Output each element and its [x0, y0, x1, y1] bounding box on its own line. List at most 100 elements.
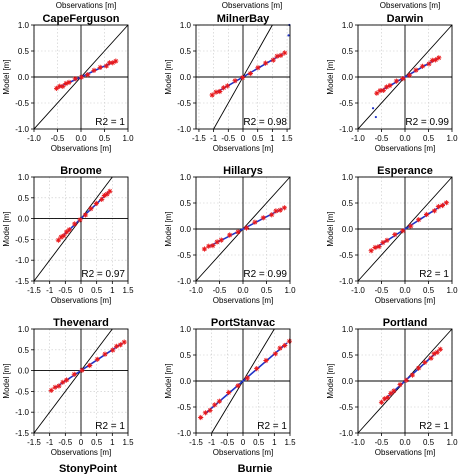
model-point [403, 377, 409, 383]
model-point [206, 243, 212, 249]
panel-title: Broome [60, 165, 102, 177]
y-tick-label: -0.5 [177, 403, 191, 412]
model-point [391, 388, 397, 394]
x-tick-label: 0.5 [91, 438, 103, 447]
model-point [255, 65, 261, 71]
x-tick-label: 1 [110, 438, 115, 447]
model-point [66, 79, 72, 85]
r2-annotation: R2 = 0.98 [243, 117, 287, 128]
x-tick-label: 1.0 [446, 286, 458, 295]
model-point [380, 87, 386, 93]
model-point [235, 383, 241, 389]
model-point [428, 355, 434, 361]
model-point [419, 63, 426, 69]
model-point [260, 215, 266, 221]
x-tick-label: -1.5 [27, 438, 41, 447]
y-axis-label: Model [m] [2, 363, 11, 398]
x-tick-label: -0.5 [375, 286, 389, 295]
model-point [433, 57, 439, 63]
x-tick-label: 1.0 [122, 134, 134, 143]
x-tick-label: 1.0 [284, 286, 296, 295]
one-to-one-line [33, 176, 113, 282]
y-tick-label: 0.5 [180, 351, 192, 360]
y-tick-label: 0.0 [18, 73, 30, 82]
model-point [244, 375, 250, 381]
x-tick-label: -1.5 [192, 134, 206, 143]
model-point [263, 60, 269, 66]
y-tick-label: 1.0 [342, 173, 354, 182]
y-tick-label: 0.5 [18, 346, 30, 355]
model-point [78, 74, 85, 80]
y-tick-label: 1.0 [342, 325, 354, 334]
model-point [393, 78, 399, 84]
cut-title-burnie: Burnie [238, 463, 273, 474]
x-axis-label: Observations [m] [51, 448, 111, 457]
model-point [224, 83, 230, 89]
x-tick-label: 0.5 [423, 134, 435, 143]
x-tick-label: 0 [241, 134, 246, 143]
y-tick-label: -1.0 [15, 125, 29, 134]
x-tick-label: -1.0 [351, 134, 365, 143]
model-point [235, 229, 241, 235]
y-tick-label: 0.5 [342, 351, 354, 360]
panel-esperance: -1.0 -0.5 0.0 0.5 1.0 -1.0 -0.5 0.0 0.5 1.0 Espera… [326, 165, 458, 305]
model-point [212, 402, 218, 408]
panel-title: PortStanvac [211, 317, 275, 329]
x-tick-label: 1 [110, 286, 115, 295]
model-point [201, 246, 208, 252]
model-point [103, 63, 109, 69]
panel-darwin: -1.0 -0.5 0.0 0.5 1.0 -1.0 -0.5 0.0 0.5 1.0 Darwin… [326, 13, 458, 153]
model-point [207, 407, 213, 413]
y-tick-label: -1.0 [15, 256, 29, 265]
model-point [247, 70, 253, 77]
x-tick-label: -1 [46, 438, 54, 447]
model-point [416, 365, 422, 371]
model-point [87, 362, 93, 369]
y-axis-label: Model [m] [2, 211, 11, 246]
model-point [85, 72, 91, 78]
model-point [434, 349, 440, 355]
y-tick-label: -0.5 [339, 403, 353, 412]
model-point [218, 237, 224, 243]
y-tick-label: -0.5 [177, 99, 191, 108]
top-xlabel-2: Observations [m] [222, 1, 282, 10]
y-tick-label: 1.0 [18, 21, 30, 30]
model-point [424, 211, 430, 218]
model-point [274, 53, 280, 59]
x-tick-label: -0.5 [375, 438, 389, 447]
y-tick-label: -1.0 [177, 429, 191, 438]
x-tick-label: -0.5 [51, 134, 65, 143]
panel-portland: -1.0 -0.5 0.0 0.5 1.0 -1.0 -0.5 0.0 0.5 1.0 Portla… [326, 317, 458, 457]
y-tick-label: 1.0 [180, 21, 192, 30]
y-tick-label: 0.5 [18, 47, 30, 56]
model-point [56, 383, 62, 389]
x-tick-label: 0.5 [99, 134, 111, 143]
x-axis-label: Observations [m] [213, 296, 273, 305]
model-point [443, 200, 449, 206]
model-point [392, 232, 398, 238]
y-axis-label: Model [m] [164, 59, 173, 94]
y-tick-label: 0.0 [180, 225, 192, 234]
y-tick-label: -0.5 [15, 387, 29, 396]
x-tick-label: 1 [270, 134, 275, 143]
y-tick-label: -1.0 [177, 125, 191, 134]
x-tick-label: -1 [46, 286, 54, 295]
y-axis-label: Model [m] [326, 59, 335, 94]
model-point [270, 57, 276, 63]
model-point [55, 237, 61, 243]
model-point [372, 244, 378, 251]
model-point [429, 57, 435, 63]
x-tick-label: 0.0 [75, 134, 87, 143]
model-point [281, 205, 287, 211]
model-point [227, 232, 233, 238]
r2-annotation: R2 = 0.99 [405, 117, 449, 128]
y-tick-label: 0.5 [180, 47, 192, 56]
model-point [400, 76, 406, 82]
x-tick-label: -0.5 [58, 286, 72, 295]
model-point [216, 398, 222, 404]
x-tick-label: -1 [208, 438, 216, 447]
x-tick-label: -1.0 [189, 286, 203, 295]
x-tick-label: 1.0 [446, 438, 458, 447]
x-axis-label: Observations [m] [375, 448, 435, 457]
model-point [209, 92, 215, 98]
